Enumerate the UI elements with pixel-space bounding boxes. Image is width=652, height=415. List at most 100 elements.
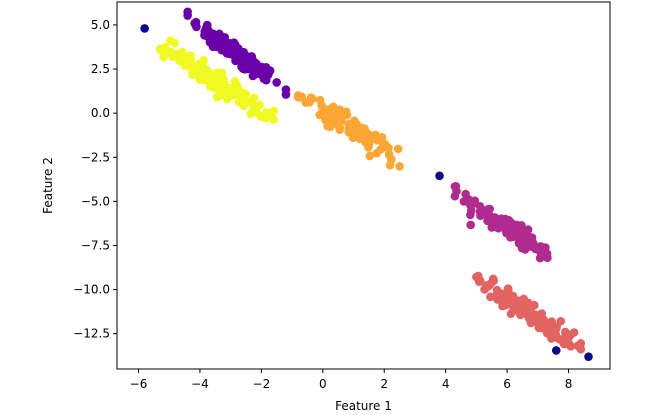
data-point-s5-122 <box>181 53 190 63</box>
data-point-s4-73 <box>385 160 395 170</box>
data-point-s4-119 <box>358 124 367 133</box>
data-point-s2-103 <box>485 213 494 223</box>
data-point-s1-127 <box>264 65 273 75</box>
data-point-s4-118 <box>352 119 361 129</box>
data-point-s5-124 <box>221 82 230 92</box>
data-point-s2-49 <box>466 220 476 230</box>
data-point-s1-121 <box>221 37 230 46</box>
data-point-s1-115 <box>281 85 291 94</box>
data-point-s2-88 <box>469 198 479 208</box>
data-point-s4-89 <box>367 132 377 141</box>
data-point-s5-121 <box>188 65 198 75</box>
data-point-s4-96 <box>364 141 373 151</box>
data-point-s3-114 <box>539 315 548 324</box>
data-point-s1-53 <box>202 20 212 30</box>
data-point-s1-129 <box>243 52 253 61</box>
data-point-s4-72 <box>393 144 403 154</box>
y-tick-label: 0.0 <box>91 106 110 120</box>
data-point-s1-123 <box>231 45 240 55</box>
x-tick-label: 4 <box>442 377 450 391</box>
data-point-s4-112 <box>384 150 394 159</box>
plot-frame <box>116 1 611 370</box>
data-point-s3-105 <box>531 316 541 325</box>
data-point-s3-103 <box>565 340 574 349</box>
data-point-s3-111 <box>514 296 523 305</box>
data-point-s1-126 <box>260 71 269 81</box>
y-tick-label: 2.5 <box>91 62 110 76</box>
data-point-s3-115 <box>552 322 561 332</box>
data-point-s0-3 <box>584 352 593 361</box>
data-point-s3-119 <box>525 314 534 324</box>
data-point-s5-117 <box>195 71 205 81</box>
data-point-s5-85 <box>239 101 249 111</box>
data-point-s3-117 <box>517 306 527 316</box>
data-point-s2-110 <box>450 191 460 201</box>
data-point-s4-79 <box>293 92 303 102</box>
data-point-s5-104 <box>227 87 237 97</box>
data-point-s3-82 <box>498 301 507 311</box>
data-point-s3-93 <box>493 295 502 304</box>
x-tick-label: 8 <box>565 377 573 391</box>
data-point-s4-117 <box>332 115 342 125</box>
x-tick-label: −2 <box>253 377 271 391</box>
x-tick-label: −4 <box>191 377 209 391</box>
data-point-s2-117 <box>511 228 521 238</box>
data-point-s2-111 <box>529 242 539 252</box>
data-point-s2-101 <box>517 221 526 230</box>
data-point-s0-2 <box>551 346 561 355</box>
y-axis-label: Feature 2 <box>41 157 55 214</box>
data-point-s2-85 <box>466 210 475 220</box>
data-point-s5-109 <box>269 115 278 124</box>
data-point-s3-94 <box>534 323 544 333</box>
data-point-s4-91 <box>308 94 317 104</box>
data-point-s1-82 <box>248 71 258 81</box>
data-point-s1-122 <box>200 27 210 36</box>
data-point-s5-129 <box>210 76 220 85</box>
data-point-s4-109 <box>345 121 354 130</box>
data-point-s4-12 <box>365 151 375 161</box>
data-point-s3-118 <box>525 307 535 317</box>
data-point-s5-123 <box>241 89 251 99</box>
y-tick-label: −5.0 <box>81 194 110 208</box>
data-point-s2-102 <box>502 228 511 238</box>
data-point-s3-104 <box>555 335 565 344</box>
data-point-s2-119 <box>496 214 506 223</box>
data-point-s4-111 <box>323 112 332 122</box>
data-point-s2-113 <box>483 205 493 214</box>
axes-layer: −6 −4 −2 0 2 4 6 8 5.0 2.5 0.0 −2.5 −5.0 −7.5 −10.0 −12… <box>73 18 572 391</box>
data-point-s1-128 <box>248 62 258 71</box>
data-point-s4-115 <box>319 104 329 114</box>
data-point-s3-107 <box>489 276 498 286</box>
x-tick-label: 2 <box>380 377 388 391</box>
data-point-s1-94 <box>272 78 281 87</box>
data-point-s0-0 <box>140 24 149 33</box>
data-point-s3-109 <box>503 296 513 305</box>
data-point-s4-76 <box>384 143 393 153</box>
x-tick-label: −6 <box>130 377 148 391</box>
data-point-s3-99 <box>576 339 586 348</box>
data-point-s2-106 <box>487 223 497 232</box>
data-point-s2-109 <box>504 216 514 225</box>
data-point-s1-97 <box>183 11 192 20</box>
points-layer <box>140 7 593 361</box>
data-point-s0-1 <box>435 171 444 181</box>
y-tick-label: 5.0 <box>91 18 110 32</box>
data-point-s4-114 <box>356 130 366 140</box>
data-point-s5-127 <box>160 43 170 52</box>
data-point-s5-76 <box>159 52 168 62</box>
data-point-s3-55 <box>506 309 516 319</box>
data-point-s5-101 <box>232 81 242 91</box>
data-point-s4-84 <box>315 95 325 105</box>
data-point-s2-114 <box>461 189 470 199</box>
data-point-s2-91 <box>523 225 533 234</box>
data-point-s5-42 <box>166 36 175 46</box>
data-point-s4-116 <box>342 110 352 120</box>
data-point-s3-113 <box>486 292 495 302</box>
data-point-s2-112 <box>540 249 550 258</box>
x-tick-label: 0 <box>319 377 327 391</box>
data-point-s2-95 <box>475 207 485 217</box>
y-tick-label: −2.5 <box>81 150 110 164</box>
data-point-s5-125 <box>249 107 259 116</box>
